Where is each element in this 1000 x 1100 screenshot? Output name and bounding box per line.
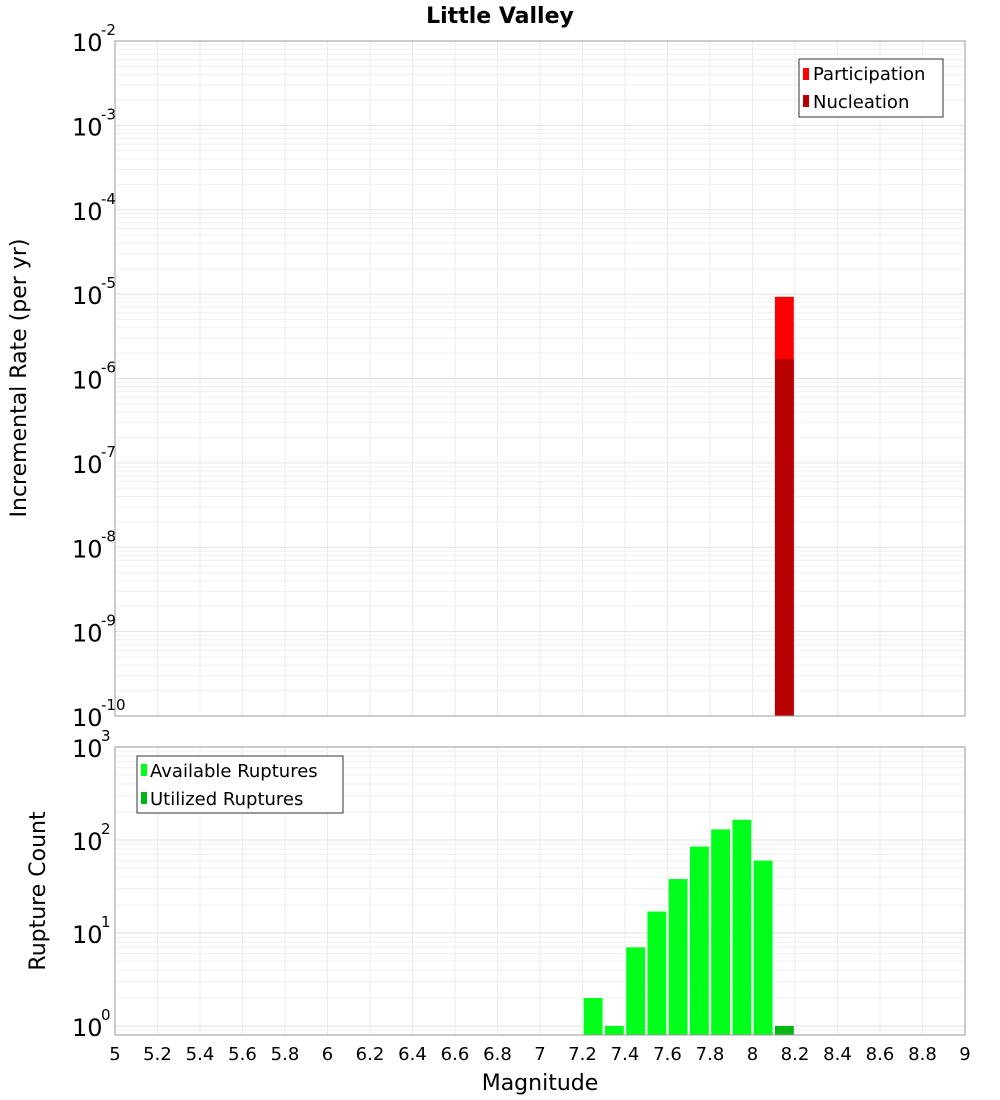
top-plot-frame: [114, 40, 966, 717]
legend-swatch-utilized-ruptures: [141, 792, 147, 804]
bottom-legend: Available Ruptures Utilized Ruptures: [136, 755, 344, 814]
top-grid: [114, 40, 966, 717]
bottom-bar-available-ruptures: [604, 1025, 624, 1035]
x-tick-label: 7.2: [568, 1044, 597, 1065]
top-ytick-exponent: -6: [101, 359, 116, 377]
bottom-bar-available-ruptures: [711, 829, 731, 1035]
x-tick-label: 8.4: [823, 1044, 852, 1065]
bottom-bar-available-ruptures: [753, 860, 773, 1035]
legend-label-participation: Participation: [813, 64, 925, 85]
bottom-bar-available-ruptures: [732, 819, 752, 1035]
x-tick-label: 7.8: [696, 1044, 725, 1065]
top-ytick-base: 10: [72, 282, 103, 310]
x-tick-label: 8.6: [866, 1044, 895, 1065]
x-tick-label: 5.2: [143, 1044, 172, 1065]
x-tick-label: 6.8: [483, 1044, 512, 1065]
x-tick-label: 6.4: [398, 1044, 427, 1065]
bottom-ytick-base: 10: [72, 1014, 103, 1042]
top-bar-nucleation: [774, 359, 794, 716]
bottom-y-axis-label: Rupture Count: [26, 811, 51, 971]
bottom-ytick-base: 10: [72, 828, 103, 856]
top-ytick-exponent: -7: [101, 443, 116, 461]
bottom-ytick-exponent: 2: [101, 820, 111, 838]
x-tick-label: 5.6: [228, 1044, 257, 1065]
top-ytick-base: 10: [72, 113, 103, 141]
bottom-bar-available-ruptures: [647, 911, 667, 1035]
legend-label-available-ruptures: Available Ruptures: [150, 761, 318, 782]
x-tick-label: 6.2: [356, 1044, 385, 1065]
legend-label-utilized-ruptures: Utilized Ruptures: [150, 789, 303, 810]
top-ytick-exponent: -9: [101, 612, 116, 630]
top-ytick-base: 10: [72, 704, 103, 732]
x-tick-label: 8: [747, 1044, 758, 1065]
x-tick-label: 9: [959, 1044, 970, 1065]
bottom-legend-box: [136, 755, 344, 814]
top-legend: Participation Nucleation: [798, 58, 944, 118]
top-legend-box: [798, 58, 944, 118]
legend-label-nucleation: Nucleation: [813, 92, 909, 113]
bottom-ytick-exponent: 1: [101, 913, 111, 931]
bottom-bar-available-ruptures: [583, 997, 603, 1035]
x-tick-label: 7.4: [611, 1044, 640, 1065]
legend-swatch-participation: [803, 68, 809, 80]
legend-swatch-available-ruptures: [141, 764, 147, 776]
x-tick-label: 5: [109, 1044, 120, 1065]
bottom-bar-utilized-ruptures: [774, 1025, 794, 1035]
top-ytick-base: 10: [72, 29, 103, 57]
top-ytick-base: 10: [72, 367, 103, 395]
bottom-plot-frame: [114, 746, 966, 1036]
top-ytick-base: 10: [72, 198, 103, 226]
top-ytick-exponent: -4: [101, 190, 116, 208]
bottom-bar-available-ruptures: [626, 947, 646, 1035]
x-tick-label: 6.6: [441, 1044, 470, 1065]
bottom-ytick-exponent: 0: [101, 1006, 111, 1024]
bottom-ytick-base: 10: [72, 921, 103, 949]
x-axis-label: Magnitude: [482, 1071, 599, 1096]
x-ticks: 5 5.2 5.4 5.6 5.8 6 6.2 6.4 6.6 6.8 7 7.2 7.4 7.6 7.8 8…: [109, 1044, 970, 1065]
x-tick-label: 5.4: [186, 1044, 215, 1065]
top-ytick-exponent: -10: [101, 696, 126, 714]
top-ytick-base: 10: [72, 620, 103, 648]
top-y-ticks: 10-210-310-410-510-610-710-810-910-10: [72, 21, 126, 732]
bottom-bars: [583, 819, 794, 1035]
x-tick-label: 8.8: [908, 1044, 937, 1065]
bottom-ytick-exponent: 3: [101, 727, 111, 745]
x-tick-label: 8.2: [781, 1044, 810, 1065]
top-ytick-exponent: -8: [101, 527, 116, 545]
x-tick-label: 7: [534, 1044, 545, 1065]
top-ytick-exponent: -2: [101, 21, 116, 39]
bottom-ytick-base: 10: [72, 735, 103, 763]
bottom-bar-available-ruptures: [668, 879, 688, 1035]
chart-title: Little Valley: [426, 4, 574, 29]
top-y-axis-label: Incremental Rate (per yr): [7, 239, 32, 518]
top-ytick-base: 10: [72, 535, 103, 563]
x-tick-label: 5.8: [271, 1044, 300, 1065]
legend-swatch-nucleation: [803, 95, 809, 107]
x-tick-label: 7.6: [653, 1044, 682, 1065]
bottom-bar-available-ruptures: [689, 846, 709, 1035]
top-ytick-exponent: -3: [101, 105, 116, 123]
top-bars: [774, 296, 794, 716]
top-ytick-base: 10: [72, 451, 103, 479]
top-ytick-exponent: -5: [101, 274, 116, 292]
x-tick-label: 6: [322, 1044, 333, 1065]
